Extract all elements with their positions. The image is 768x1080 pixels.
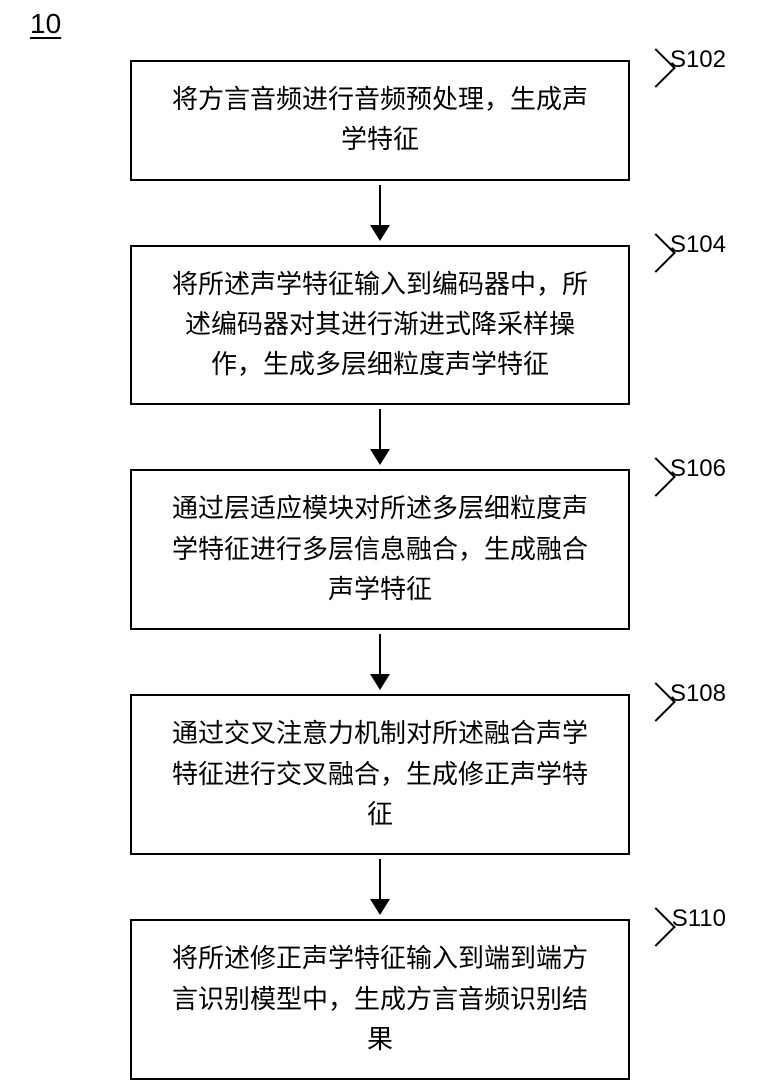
step-s106: S106 通过层适应模块对所述多层细粒度声学特征进行多层信息融合，生成融合声学特… (80, 469, 680, 630)
figure-number-label: 10 (30, 8, 61, 40)
arrow-down (370, 185, 390, 241)
step-text: 通过交叉注意力机制对所述融合声学特征进行交叉融合，生成修正声学特征 (160, 714, 600, 835)
flowchart-container: S102 将方言音频进行音频预处理，生成声学特征 S104 将所述声学特征输入到… (80, 60, 680, 1080)
step-notch (636, 907, 676, 947)
arrow-line (379, 634, 381, 674)
step-s108: S108 通过交叉注意力机制对所述融合声学特征进行交叉融合，生成修正声学特征 (80, 694, 680, 855)
step-box: 将所述声学特征输入到编码器中，所述编码器对其进行渐进式降采样操作，生成多层细粒度… (130, 245, 630, 406)
arrow-line (379, 859, 381, 899)
step-text: 将所述声学特征输入到编码器中，所述编码器对其进行渐进式降采样操作，生成多层细粒度… (160, 265, 600, 386)
arrow-head-icon (370, 674, 390, 690)
step-id-label: S110 (672, 905, 726, 933)
step-s104: S104 将所述声学特征输入到编码器中，所述编码器对其进行渐进式降采样操作，生成… (80, 245, 680, 406)
step-text: 将方言音频进行音频预处理，生成声学特征 (160, 80, 600, 161)
arrow-line (379, 185, 381, 225)
step-id-label: S102 (670, 46, 726, 74)
arrow-down (370, 634, 390, 690)
arrow-down (370, 859, 390, 915)
arrow-head-icon (370, 899, 390, 915)
step-id-label: S106 (670, 455, 726, 483)
step-box: 将方言音频进行音频预处理，生成声学特征 (130, 60, 630, 181)
arrow-down (370, 409, 390, 465)
arrow-head-icon (370, 449, 390, 465)
step-id-label: S104 (670, 231, 726, 259)
step-s102: S102 将方言音频进行音频预处理，生成声学特征 (80, 60, 680, 181)
arrow-head-icon (370, 225, 390, 241)
step-id-label: S108 (670, 680, 726, 708)
step-box: 通过层适应模块对所述多层细粒度声学特征进行多层信息融合，生成融合声学特征 (130, 469, 630, 630)
step-box: 通过交叉注意力机制对所述融合声学特征进行交叉融合，生成修正声学特征 (130, 694, 630, 855)
step-text: 通过层适应模块对所述多层细粒度声学特征进行多层信息融合，生成融合声学特征 (160, 489, 600, 610)
arrow-line (379, 409, 381, 449)
